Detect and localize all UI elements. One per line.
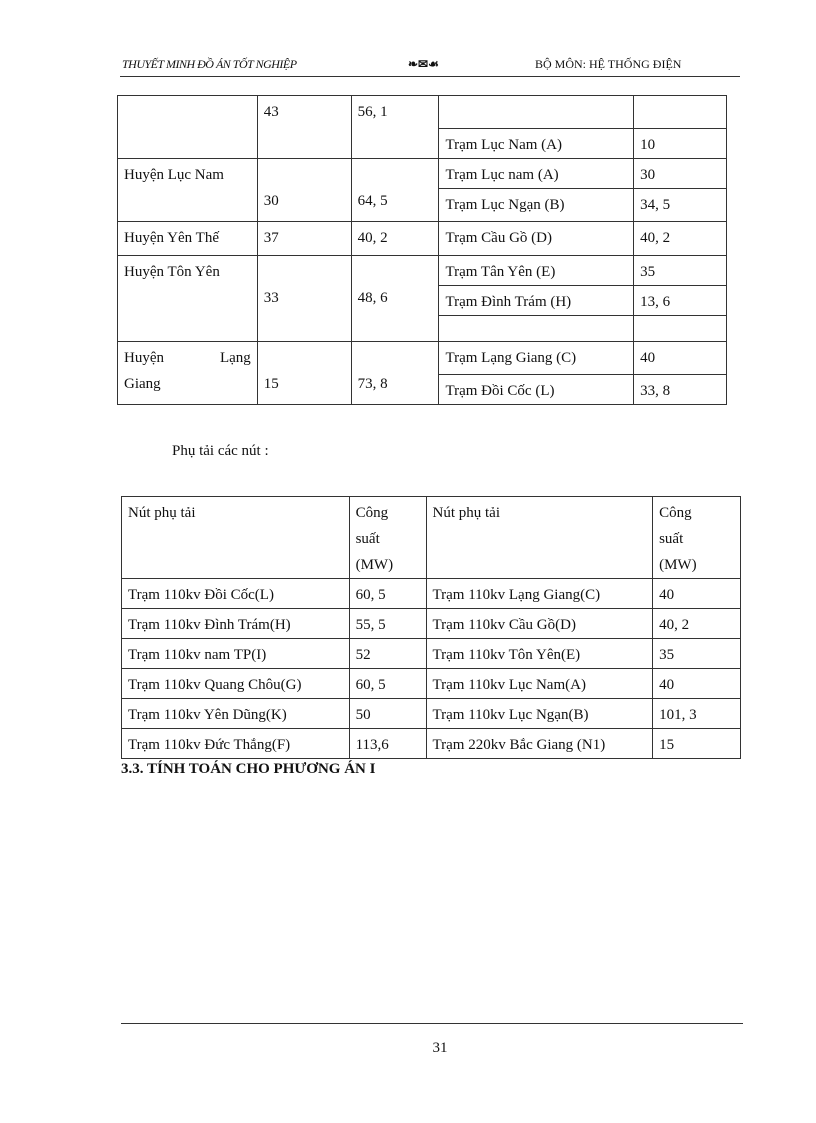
table-cell: Huyện Lạng Giang <box>117 341 258 405</box>
table-cell: Trạm 110kv Lạng Giang(C) <box>425 578 654 609</box>
table-cell: 33, 8 <box>633 374 727 405</box>
table-cell: Trạm 110kv Lục Ngạn(B) <box>425 698 654 729</box>
page-number: 31 <box>432 1040 448 1056</box>
table-cell: Trạm 110kv Cầu Gồ(D) <box>425 608 654 639</box>
table-cell: 40, 2 <box>652 608 741 639</box>
table-cell: 48, 6 <box>350 255 440 342</box>
table-cell: 60, 5 <box>348 578 427 609</box>
table-row: Huyện Tôn Yên 33 48, 6 Trạm Tân Yên (E) 3… <box>117 255 727 342</box>
table-cell: Trạm 110kv Quang Chôu(G) <box>121 668 350 699</box>
table-cell: 40, 2 <box>350 221 440 256</box>
table-cell: 55, 5 <box>348 608 427 639</box>
table-cell: Trạm 110kv Đức Thắng(F) <box>121 728 350 759</box>
table-row: Trạm 110kv Đồi Cốc(L) 60, 5 Trạm 110kv Lạn… <box>121 578 741 609</box>
table-row: Trạm 110kv Đức Thắng(F) 113,6 Trạm 220kv B… <box>121 728 741 759</box>
table-cell: 64, 5 <box>350 158 440 222</box>
header-ornament-icon: ❧✉☙ <box>408 57 439 71</box>
table-cell: 52 <box>348 638 427 669</box>
table-cell: Trạm Đình Trám (H) <box>438 285 635 316</box>
table-cell: 33 <box>256 255 352 342</box>
load-node-table: Nút phụ tải Công suất (MW) Nút phụ tải Côn… <box>121 496 741 759</box>
table-cell: 40 <box>652 578 741 609</box>
table-cell: 13, 6 <box>633 285 727 316</box>
table-cell: Trạm 110kv Lục Nam(A) <box>425 668 654 699</box>
table-cell: Trạm 110kv Yên Dũng(K) <box>121 698 350 729</box>
table-cell: 50 <box>348 698 427 729</box>
table-row: Huyện Lục Nam 30 64, 5 Trạm Lục nam (A) 3… <box>117 158 727 222</box>
header-title: THUYẾT MINH ĐỒ ÁN TỐT NGHIỆP <box>122 57 297 71</box>
footer-divider <box>121 1023 743 1024</box>
table-cell: 35 <box>633 255 727 286</box>
table-cell: Trạm 110kv Tôn Yên(E) <box>425 638 654 669</box>
table-cell: Trạm Đồi Cốc (L) <box>438 374 635 405</box>
table-cell: 40 <box>633 341 727 375</box>
table-cell: Trạm 220kv Bắc Giang (N1) <box>425 728 654 759</box>
header-cell: Công suất (MW) <box>652 496 741 579</box>
header-cell: Nút phụ tải <box>121 496 350 579</box>
table-header-row: Nút phụ tải Công suất (MW) Nút phụ tải Côn… <box>121 496 741 579</box>
table-cell: 10 <box>633 128 727 159</box>
intro-text: Phụ tải các nút : <box>172 443 269 459</box>
table-row: Trạm Lục Ngạn (B) 34, 5 <box>118 188 727 222</box>
table-row: Trạm 110kv Quang Chôu(G) 60, 5 Trạm 110kv … <box>121 668 741 699</box>
table-cell: Trạm Tân Yên (E) <box>438 255 635 286</box>
table-row: Trạm 110kv Yên Dũng(K) 50 Trạm 110kv Lục N… <box>121 698 741 729</box>
table-cell: 40 <box>652 668 741 699</box>
table-cell: 56, 1 <box>350 95 440 159</box>
table-cell: Huyện Tôn Yên <box>117 255 258 342</box>
header-cell: Nút phụ tải <box>425 496 654 579</box>
table-cell: 73, 8 <box>350 341 440 405</box>
table-cell: Trạm Lục Ngạn (B) <box>438 188 635 222</box>
header-cell: Công suất (MW) <box>348 496 427 579</box>
table-cell: 101, 3 <box>652 698 741 729</box>
table-row: Trạm Đình Trám (H) 13, 6 <box>118 285 727 316</box>
table-row: Trạm 110kv Đình Trám(H) 55, 5 Trạm 110kv C… <box>121 608 741 639</box>
table-cell: Huyện Lục Nam <box>117 158 258 222</box>
table-cell: 15 <box>652 728 741 759</box>
district-table: 43 56, 1 Trạm Lục Nam (A) 10 Huyện Lục Na… <box>117 95 727 405</box>
table-row: Trạm Lục Nam (A) 10 <box>118 128 727 159</box>
table-row: Trạm Đồi Cốc (L) 33, 8 <box>118 374 727 405</box>
table-cell: Trạm 110kv Đồi Cốc(L) <box>121 578 350 609</box>
table-cell: 30 <box>256 158 352 222</box>
section-heading: 3.3. TÍNH TOÁN CHO PHƯƠNG ÁN I <box>121 761 376 777</box>
table-cell: 43 <box>256 95 352 159</box>
table-row: 43 56, 1 <box>117 95 727 159</box>
table-cell: 40, 2 <box>633 221 727 256</box>
table-cell: Huyện Yên Thế <box>117 221 258 256</box>
table-cell: 113,6 <box>348 728 427 759</box>
table-row: Huyện Lạng Giang 15 73, 8 Trạm Lạng Giang… <box>117 341 727 405</box>
table-cell: 60, 5 <box>348 668 427 699</box>
header-divider <box>120 76 740 77</box>
table-cell: 35 <box>652 638 741 669</box>
table-cell: 37 <box>256 221 352 256</box>
table-cell: 30 <box>633 158 727 189</box>
table-row <box>118 315 727 342</box>
header-department: BỘ MÔN: HỆ THỐNG ĐIỆN <box>535 57 682 71</box>
table-row: Huyện Yên Thế 37 40, 2 Trạm Cầu Gồ (D) 40, 2 <box>117 221 727 256</box>
table-cell: 34, 5 <box>633 188 727 222</box>
table-cell: Trạm 110kv nam TP(I) <box>121 638 350 669</box>
table-cell: Trạm Lục Nam (A) <box>438 128 635 159</box>
table-cell: 15 <box>256 341 352 405</box>
table-cell: Trạm Lạng Giang (C) <box>438 341 635 375</box>
table-cell: Trạm Cầu Gồ (D) <box>438 221 635 256</box>
table-row: Trạm 110kv nam TP(I) 52 Trạm 110kv Tôn Yên… <box>121 638 741 669</box>
table-cell: Trạm Lục nam (A) <box>438 158 635 189</box>
table-cell: Trạm 110kv Đình Trám(H) <box>121 608 350 639</box>
